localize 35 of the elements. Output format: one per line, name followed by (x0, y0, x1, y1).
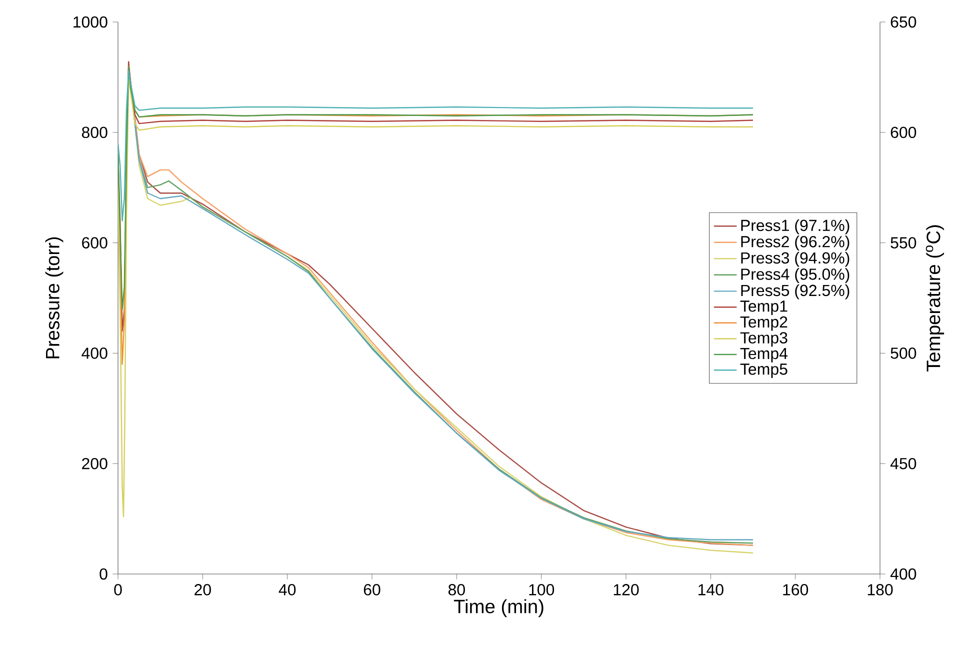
y2-tick-label: 500 (890, 348, 916, 359)
y-tick-label: 400 (82, 348, 108, 359)
x-tick-label: 160 (783, 584, 808, 596)
x-axis-title: Time (min) (454, 599, 544, 618)
legend-label: Temp1 (740, 300, 788, 315)
y2-tick-label: 400 (890, 568, 916, 580)
x-tick-label: 20 (194, 584, 211, 596)
y-tick-label: 1000 (74, 16, 108, 28)
y-axis-title: Pressure (torr) (45, 237, 64, 358)
x-tick-label: 140 (698, 584, 724, 596)
legend-label: Press3 (94.9%) (741, 252, 850, 267)
x-tick-label: 40 (278, 584, 296, 596)
legend-label: Temp3 (740, 332, 788, 347)
y2-tick-label: 550 (890, 237, 916, 248)
x-tick-label: 100 (529, 584, 554, 596)
y2-tick-label: 600 (890, 126, 916, 138)
y-tick-label: 200 (82, 458, 108, 470)
legend-label: Press5 (92.5%) (741, 284, 850, 300)
x-tick-label: 120 (614, 584, 639, 596)
y2-tick-label: 650 (890, 16, 916, 28)
y-tick-label: 800 (82, 126, 108, 138)
legend-label: Press2 (96.2%) (741, 236, 850, 250)
legend-label: Temp2 (740, 316, 788, 331)
legend-label: Temp4 (740, 348, 788, 362)
x-tick-label: 180 (868, 584, 893, 596)
x-tick-label: 60 (364, 584, 380, 596)
legend-label: Press1 (97.1%) (741, 219, 850, 234)
y2-axis-title: Temperature ($^{o}$C) (926, 225, 944, 372)
legend-label: Temp5 (740, 364, 788, 378)
x-tick-label: 0 (114, 584, 122, 596)
x-tick-label: 80 (448, 584, 465, 596)
y-tick-label: 0 (100, 568, 108, 580)
y2-tick-label: 450 (890, 458, 916, 470)
legend-label: Press4 (95.0%) (741, 268, 850, 284)
y-tick-label: 600 (82, 237, 108, 248)
